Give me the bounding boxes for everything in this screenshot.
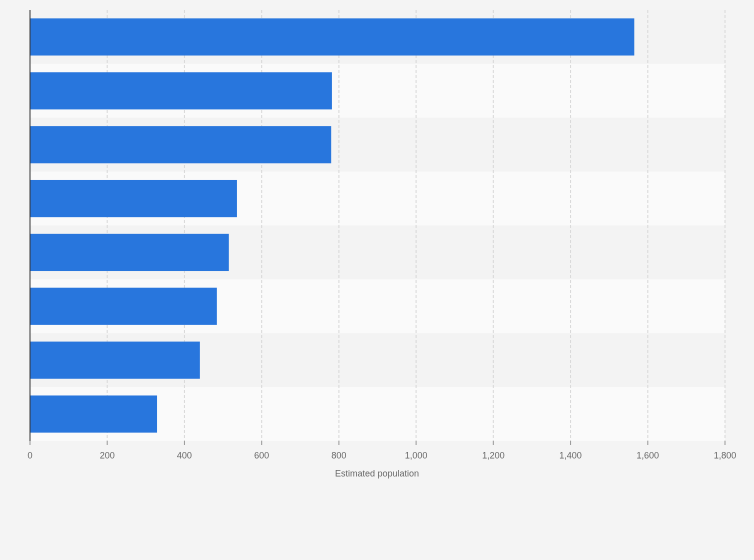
x-tick-label: 600 bbox=[254, 450, 269, 460]
x-tick-label: 1,600 bbox=[637, 450, 660, 460]
x-axis-label: Estimated population bbox=[335, 468, 419, 478]
bar bbox=[30, 233, 229, 272]
x-tick-label: 1,800 bbox=[714, 450, 737, 460]
bar bbox=[30, 72, 332, 110]
bar bbox=[30, 395, 158, 433]
x-tick-label: 1,200 bbox=[482, 450, 505, 460]
x-tick-label: 400 bbox=[177, 450, 192, 460]
bar bbox=[30, 18, 635, 56]
bar bbox=[30, 287, 217, 325]
x-tick-label: 1,000 bbox=[405, 450, 428, 460]
bar bbox=[30, 126, 332, 164]
bar bbox=[30, 179, 237, 218]
x-tick-label: 0 bbox=[27, 450, 32, 460]
x-tick-label: 1,400 bbox=[559, 450, 582, 460]
bar bbox=[30, 341, 200, 379]
x-tick-label: 800 bbox=[331, 450, 346, 460]
x-tick-label: 200 bbox=[100, 450, 115, 460]
